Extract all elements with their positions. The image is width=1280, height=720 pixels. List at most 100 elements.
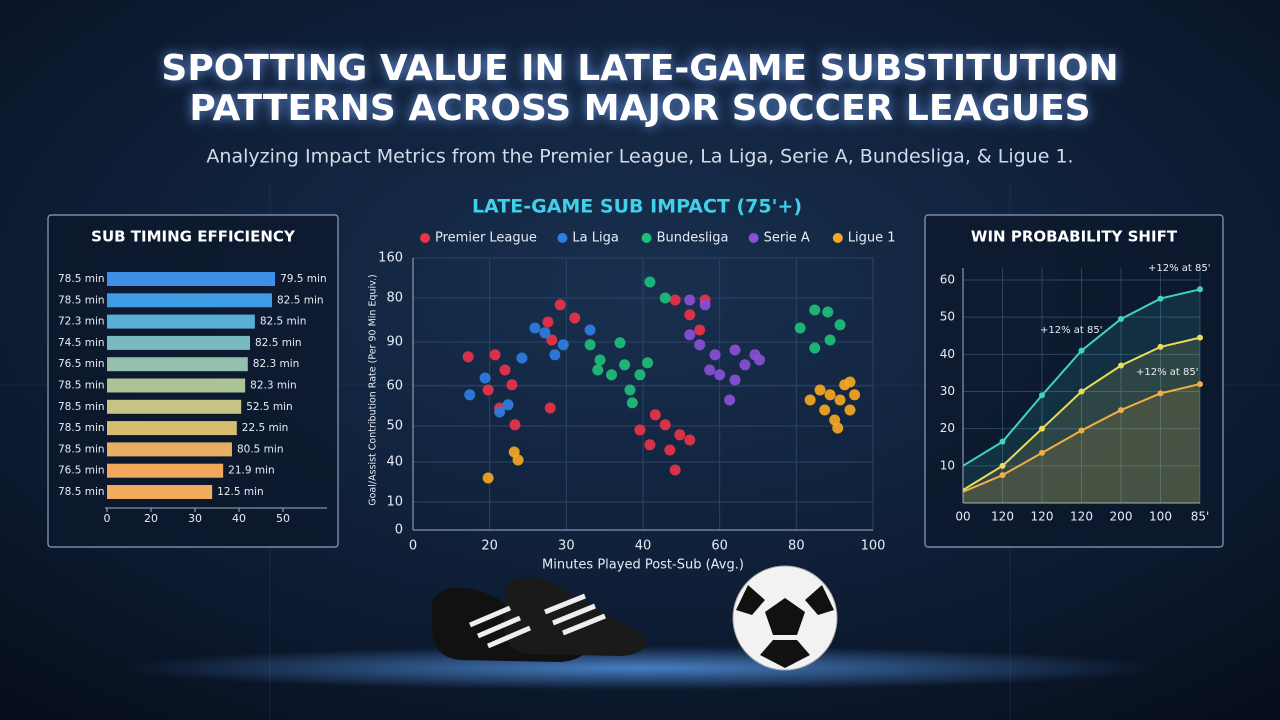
scatter-point [624, 384, 636, 396]
x-tick-label: 100 [1149, 510, 1172, 524]
scatter-point [669, 294, 681, 306]
scatter-point [489, 349, 501, 361]
chart-title: LATE-GAME SUB IMPACT (75'+) [472, 196, 802, 218]
category-label: 76.5 min [58, 465, 105, 477]
bar [107, 314, 255, 329]
line-point [1039, 392, 1045, 399]
x-tick-label: 0 [104, 512, 111, 525]
line-point [1118, 407, 1124, 414]
line-point [1157, 343, 1164, 350]
bar [107, 399, 242, 414]
category-label: 74.5 min [58, 337, 105, 349]
scatter-point [642, 357, 654, 369]
scatter-point [506, 379, 518, 391]
line-point [1078, 427, 1085, 434]
x-tick-label: 30 [558, 539, 575, 554]
scatter-point [584, 339, 596, 351]
bar [107, 463, 224, 478]
scatter-point [542, 316, 554, 328]
scatter-point [464, 389, 476, 401]
scatter-point [729, 374, 741, 386]
x-tick-label: 20 [144, 512, 158, 525]
category-label: 78.5 min [58, 380, 105, 392]
scatter-point [849, 389, 861, 401]
scatter-point [614, 337, 626, 349]
y-tick-label: 90 [386, 335, 403, 350]
bar [107, 335, 250, 350]
x-tick-label: 0 [409, 539, 417, 554]
y-tick-label: 10 [940, 458, 955, 472]
bar [107, 272, 276, 286]
category-label: 78.5 min [58, 294, 105, 306]
scatter-point [549, 349, 561, 361]
y-tick-label: 20 [940, 421, 955, 435]
x-tick-label: 60 [711, 539, 728, 554]
scatter-point [644, 276, 656, 288]
line-point [1078, 388, 1085, 395]
x-tick-label: 120 [991, 510, 1014, 524]
scatter-point [832, 422, 844, 434]
bar [107, 378, 246, 393]
area [963, 337, 1200, 503]
scatter-point [509, 419, 521, 431]
bar-annotation: 82.5 min [277, 294, 324, 306]
scatter-point [844, 404, 856, 416]
scatter-point [569, 312, 581, 324]
scatter-point [619, 359, 631, 371]
scatter-point [694, 339, 706, 351]
scatter-point [544, 402, 556, 414]
scatter-point [606, 369, 618, 381]
line-point [1039, 425, 1045, 432]
legend-label: Ligue 1 [848, 231, 896, 246]
bar [107, 442, 232, 457]
y-axis-label: Goal/Assist Contribution Rate (Per 90 Mi… [368, 274, 379, 506]
scatter-point [669, 464, 681, 476]
scatter-point [699, 299, 711, 311]
scatter-point [634, 369, 646, 381]
category-label: 78.5 min [58, 273, 105, 285]
line-point [999, 472, 1006, 479]
line-point [999, 462, 1006, 469]
bar-annotation: 12.5 min [217, 486, 264, 498]
scatter-point [529, 322, 541, 334]
scatter-point [674, 429, 686, 441]
scatter-point [659, 292, 671, 304]
legend-marker [641, 233, 652, 243]
scatter-point [684, 434, 696, 446]
scatter-point [809, 342, 821, 354]
line-point [1039, 449, 1045, 456]
scatter-point [644, 439, 656, 451]
scatter-point [729, 344, 741, 356]
panel-title: SUB TIMING EFFICIENCY [91, 228, 296, 246]
scatter-point [709, 349, 721, 361]
legend-marker [832, 233, 843, 243]
title-line: PATTERNS ACROSS MAJOR SOCCER LEAGUES [189, 88, 1090, 129]
scatter-point [704, 364, 716, 376]
scatter-point [809, 304, 821, 316]
legend-label: La Liga [572, 231, 618, 246]
floor-glow [120, 646, 1160, 690]
scatter-point [822, 306, 834, 318]
line-point [1197, 286, 1203, 293]
scatter-point [714, 369, 726, 381]
area [963, 384, 1200, 503]
category-label: 72.3 min [58, 316, 105, 328]
x-tick-label: 120 [1031, 510, 1054, 524]
y-tick-label: 160 [378, 251, 403, 266]
scatter-point [516, 352, 528, 364]
scatter-point [584, 324, 596, 336]
line-point [1078, 347, 1085, 354]
panel [924, 214, 1224, 548]
scatter-point [594, 354, 606, 366]
scatter-point [844, 376, 856, 388]
y-tick-label: 60 [386, 379, 403, 394]
scatter-point [626, 397, 638, 409]
x-tick-label: 120 [1070, 510, 1093, 524]
annotation: +12% at 85' [1136, 367, 1199, 378]
y-tick-label: 60 [940, 273, 955, 287]
scatter-point [824, 334, 836, 346]
bar-annotation: 22.5 min [242, 422, 289, 434]
x-tick-label: 100 [861, 539, 886, 554]
bar [107, 485, 213, 499]
scatter-point [684, 309, 696, 321]
